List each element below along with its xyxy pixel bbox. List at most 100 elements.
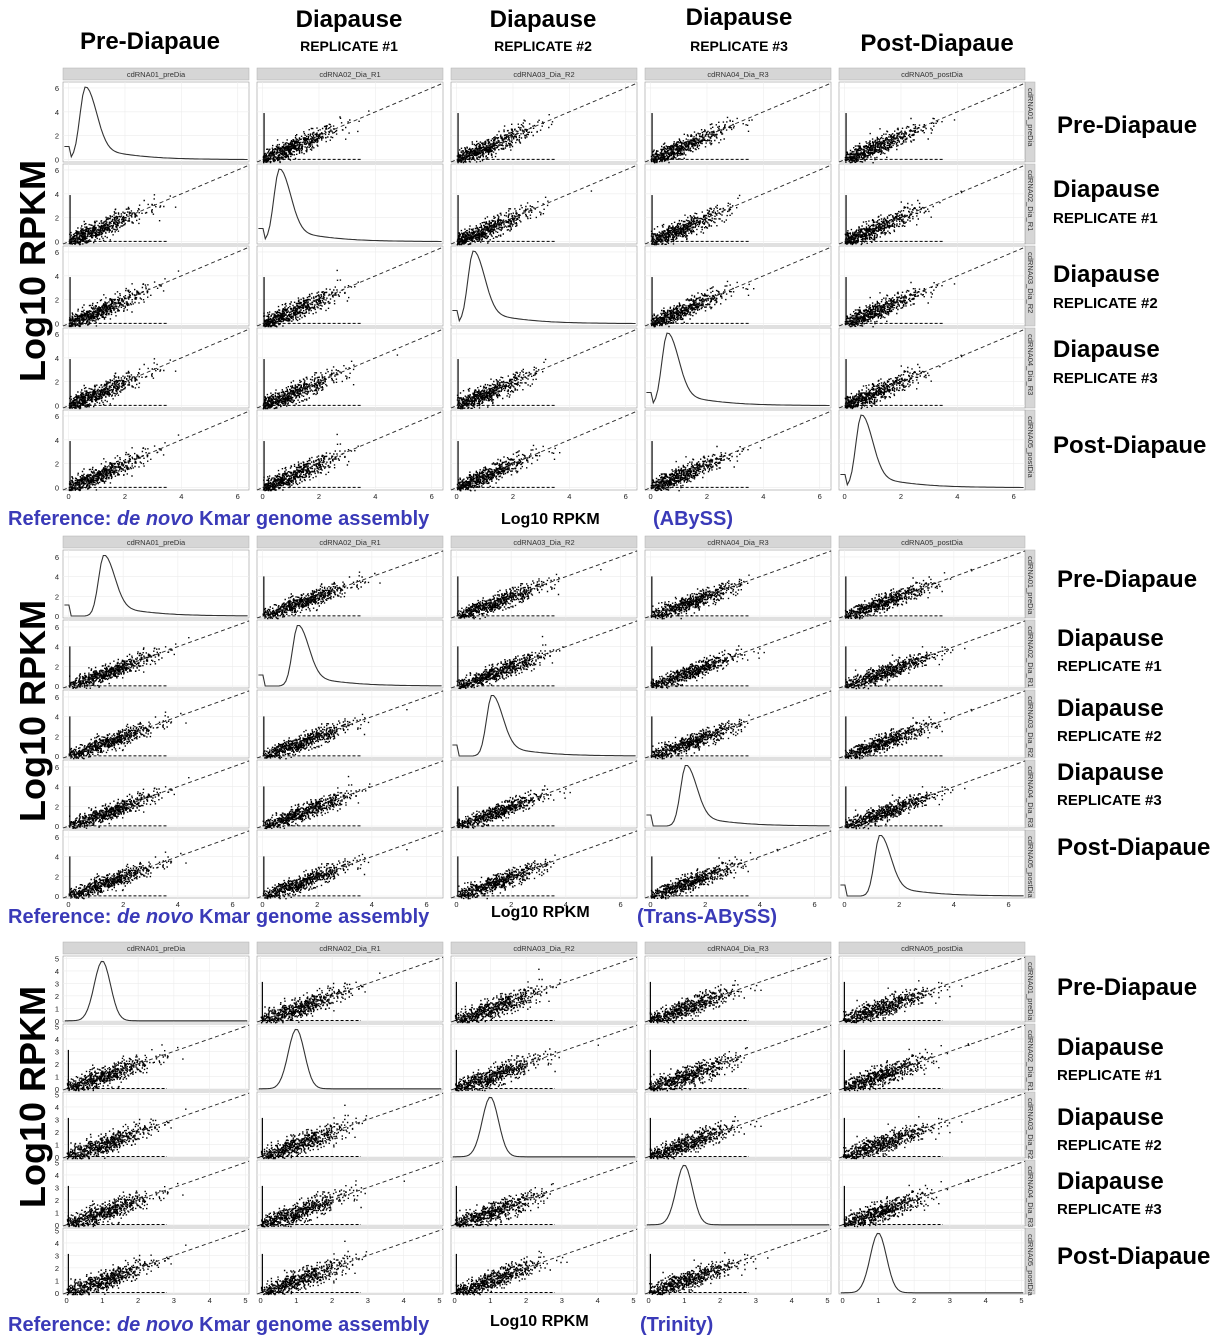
row-label-sub: REPLICATE #3 <box>1057 1201 1162 1218</box>
identity-line <box>450 760 638 829</box>
facet-strip-label: cdRNA01_preDia <box>127 70 186 79</box>
scatter-points <box>843 1043 970 1092</box>
y-tick-label: 3 <box>55 1183 59 1192</box>
scatter-points <box>844 568 973 620</box>
scatter-panel <box>450 759 638 829</box>
identity-line <box>450 1160 638 1227</box>
x-tick-label: 4 <box>208 1296 212 1305</box>
scatter-panel <box>450 549 638 620</box>
row-label-sub: REPLICATE #2 <box>1057 728 1162 745</box>
scatter-panel: 0 2 4 6 <box>256 829 444 909</box>
density-curve <box>258 1028 442 1090</box>
facet-strip-label: cdRNA03_Dia_R2 <box>1026 252 1035 313</box>
scatter-panel: 0 1 2 3 4 5 <box>55 1090 250 1162</box>
y-tick-label: 2 <box>55 732 59 741</box>
scatter-panel <box>450 619 638 690</box>
scatter-panel <box>644 549 832 620</box>
x-tick-label: 0 <box>649 492 653 501</box>
y-tick-label: 0 <box>55 752 59 761</box>
identity-line <box>450 830 638 899</box>
density-curve <box>64 960 248 1022</box>
scatter-panel: 0 2 4 6 <box>55 759 250 831</box>
panel-frame <box>256 689 444 759</box>
scatter-panel: 0 1 2 3 4 5 <box>256 1227 444 1305</box>
identity-line <box>450 410 638 491</box>
scatter-points <box>262 110 370 164</box>
density-curve <box>646 1164 830 1226</box>
y-tick-label: 4 <box>55 643 59 652</box>
scatter-points <box>262 433 359 492</box>
scatter-points <box>456 635 564 690</box>
scatter-panel <box>256 81 444 164</box>
row-label-title: Pre-Diapaue <box>1057 566 1198 593</box>
y-tick-label: 2 <box>55 1196 59 1205</box>
x-tick-label: 2 <box>718 1296 722 1305</box>
scatter-points <box>457 854 556 900</box>
identity-line <box>256 246 444 327</box>
identity-line <box>838 620 1026 689</box>
density-panel: 0 1 2 3 4 5 <box>55 954 250 1026</box>
scatter-panel: 0 1 2 3 4 5 <box>450 1227 638 1305</box>
x-tick-label: 2 <box>524 1296 528 1305</box>
density-panel <box>450 689 638 759</box>
row-label-title: Diapause <box>1057 1168 1164 1195</box>
scatter-panel <box>450 955 638 1024</box>
y-tick-label: 0 <box>55 402 59 411</box>
x-tick-label: 0 <box>64 1296 68 1305</box>
scatter-points <box>66 1182 184 1228</box>
y-tick-label: 4 <box>55 1239 59 1248</box>
x-tick-label: 2 <box>897 900 901 909</box>
y-tick-label: 4 <box>55 573 59 582</box>
scatter-panel <box>256 549 444 620</box>
scatter-points <box>844 354 963 410</box>
x-tick-label: 0 <box>261 492 265 501</box>
y-tick-label: 4 <box>55 190 59 199</box>
identity-line <box>644 956 832 1023</box>
x-tick-label: 1 <box>488 1296 492 1305</box>
x-tick-label: 0 <box>842 900 846 909</box>
scatter-panel <box>450 327 638 410</box>
scatter-panel: 0 1 2 3 4 5 <box>644 1227 832 1305</box>
scatter-panel <box>838 1023 1026 1092</box>
identity-line <box>256 830 444 899</box>
panel-frame <box>62 549 250 619</box>
y-tick-label: 3 <box>55 1115 59 1124</box>
identity-line <box>62 410 250 491</box>
scatter-points <box>456 114 554 164</box>
col-header-title: Post-Diapaue <box>860 30 1014 57</box>
scatter-points <box>844 786 966 830</box>
y-tick-label: 6 <box>55 412 59 421</box>
identity-line <box>450 1024 638 1091</box>
col-header-title: Diapause <box>489 6 597 33</box>
x-tick-label: 0 <box>452 1296 456 1305</box>
x-tick-label: 0 <box>648 900 652 909</box>
density-panel <box>644 759 832 829</box>
scatter-panel <box>644 81 832 164</box>
row-label-title: Diapause <box>1053 176 1160 203</box>
density-panel: 0 2 4 6 <box>838 829 1026 909</box>
scatter-panel <box>644 689 832 760</box>
matrix-block: cdRNA01_preDia cdRNA02_Dia_R1 cdRNA03_Dia_… <box>55 67 1036 501</box>
row-label-title: Pre-Diapaue <box>1057 974 1198 1001</box>
identity-line <box>62 328 250 409</box>
facet-strip <box>838 941 1026 955</box>
scatter-panel: 0 1 2 3 4 5 <box>55 1158 250 1230</box>
scatter-points <box>650 714 750 760</box>
x-tick-label: 4 <box>373 492 377 501</box>
x-tick-label: 0 <box>454 900 458 909</box>
identity-line <box>644 1092 832 1159</box>
row-label-title: Diapause <box>1053 336 1160 363</box>
scatter-panel <box>838 81 1026 164</box>
x-tick-label: 6 <box>813 900 817 909</box>
facet-strip-label: cdRNA03_Dia_R2 <box>1026 1098 1035 1159</box>
x-tick-label: 4 <box>564 900 568 909</box>
x-tick-label: 6 <box>818 492 822 501</box>
x-tick-label: 4 <box>790 1296 794 1305</box>
facet-strip <box>62 941 250 955</box>
x-tick-label: 6 <box>430 492 434 501</box>
panel-frame <box>256 163 444 245</box>
scatter-panel <box>450 1159 638 1228</box>
scatter-points <box>260 1180 405 1228</box>
x-tick-label: 0 <box>646 1296 650 1305</box>
x-axis-label: Log10 RPKM <box>491 904 590 921</box>
